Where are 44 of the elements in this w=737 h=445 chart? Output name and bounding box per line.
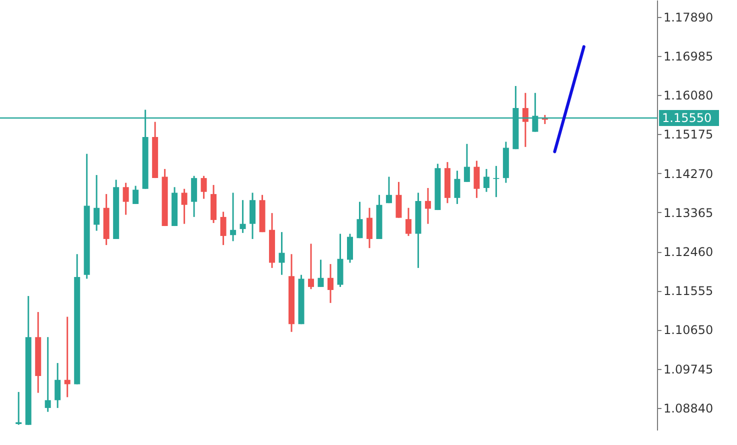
candlestick [464, 143, 470, 183]
y-tick-label: 1.10650 [664, 323, 714, 338]
y-tick-label: 1.12460 [664, 245, 714, 260]
candlestick [405, 207, 412, 237]
candlestick [474, 160, 480, 199]
y-tick-label: 1.09745 [664, 362, 714, 376]
y-tick-label: 1.08840 [664, 401, 714, 416]
candlestick [278, 231, 285, 276]
candlestick [454, 170, 460, 205]
candlestick [94, 174, 100, 232]
candlestick [493, 165, 500, 198]
y-tick-label: 1.13365 [664, 206, 714, 220]
y-tick-label: 1.15175 [664, 128, 714, 142]
candlestick [240, 199, 246, 234]
candlestick [181, 188, 188, 225]
candlestick [366, 207, 372, 249]
candlestick [122, 182, 129, 216]
candlestick [64, 316, 70, 398]
candlestick [424, 187, 431, 225]
y-tick-label: 1.16985 [664, 49, 714, 64]
candlestick [396, 181, 402, 219]
candlestick [230, 192, 236, 242]
candlestick [200, 175, 207, 200]
candlestick [346, 233, 353, 264]
candlestick [220, 211, 226, 246]
candlestick [522, 92, 528, 148]
candlestick [191, 175, 198, 218]
candlestick [16, 391, 22, 426]
y-tick-label: 1.17890 [664, 10, 714, 24]
candlestick [132, 185, 139, 205]
candlestick [356, 201, 363, 239]
candlestick [328, 263, 334, 304]
ref-line-label: 1.15550 [662, 110, 712, 125]
y-tick-label: 1.14270 [664, 166, 714, 181]
y-tick-label: 1.16080 [664, 88, 714, 103]
candlestick [386, 176, 392, 204]
candlestick [483, 168, 490, 193]
candlestick [250, 192, 256, 240]
y-tick-label: 1.11555 [664, 284, 714, 298]
candlestick [318, 258, 324, 288]
candlestick [54, 362, 61, 409]
candlestick [44, 336, 51, 413]
candlestick [308, 242, 314, 290]
line-series [553, 45, 586, 154]
